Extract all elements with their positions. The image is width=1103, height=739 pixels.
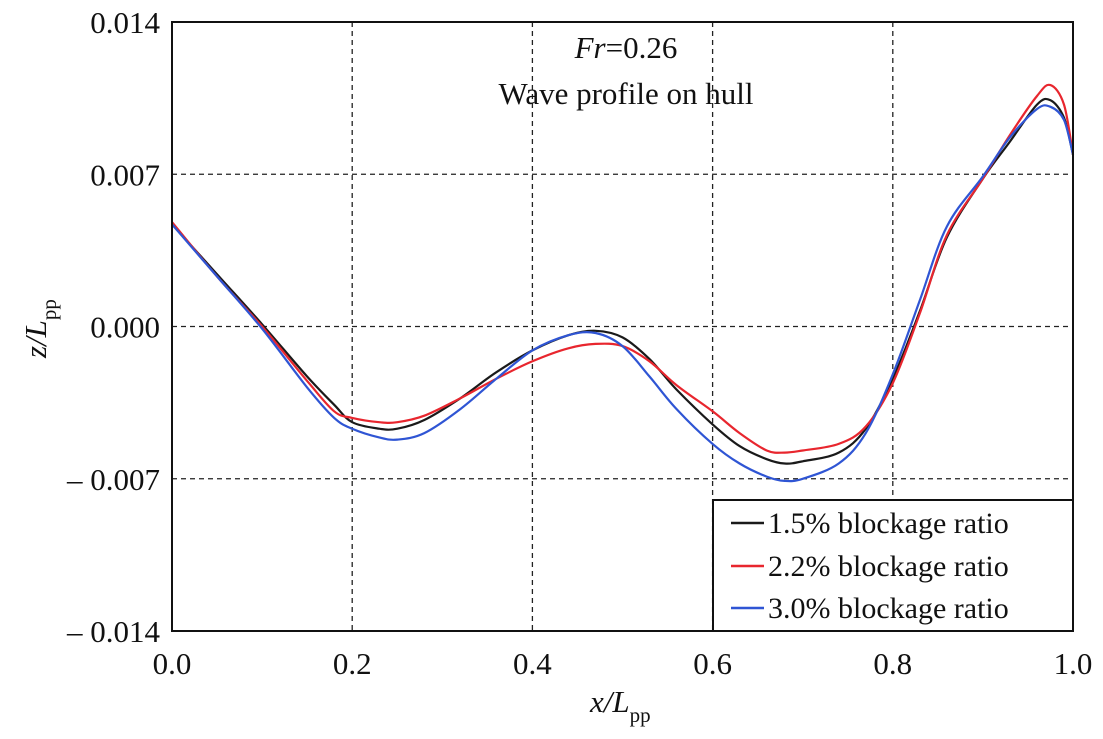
x-axis-label: x/Lpp (589, 684, 651, 727)
y-tick-label: 0.007 (90, 157, 160, 192)
legend-label-1-5: 1.5% blockage ratio (768, 507, 1009, 540)
legend-box (712, 499, 1074, 632)
y-axis-label: z/Lpp (18, 299, 61, 359)
legend: 1.5% blockage ratio 2.2% blockage ratio … (712, 499, 1074, 632)
froude-annotation: Fr=0.26 (574, 30, 678, 65)
legend-label-3-0: 3.0% blockage ratio (768, 592, 1009, 625)
plot-frame (171, 21, 1074, 632)
x-tick-label: 0.0 (153, 646, 192, 681)
series-lines (171, 83, 1075, 483)
x-tick-labels: 0.0 0.2 0.4 0.6 0.8 1.0 (153, 646, 1093, 681)
chart-subtitle: Wave profile on hull (499, 76, 754, 111)
legend-label-2-2: 2.2% blockage ratio (768, 550, 1009, 583)
y-tick-label: 0.000 (90, 310, 160, 345)
y-tick-label: – 0.007 (66, 462, 160, 497)
x-tick-label: 0.8 (873, 646, 912, 681)
x-tick-label: 0.4 (513, 646, 552, 681)
y-tick-label: 0.014 (90, 5, 160, 40)
y-tick-labels: 0.014 0.007 0.000 – 0.007 – 0.014 (66, 5, 161, 649)
series-line-2 (171, 83, 1075, 454)
x-tick-label: 0.6 (693, 646, 732, 681)
y-tick-label: – 0.014 (66, 614, 161, 649)
x-tick-label: 1.0 (1054, 646, 1093, 681)
x-tick-label: 0.2 (333, 646, 372, 681)
series-line-3 (171, 104, 1075, 483)
